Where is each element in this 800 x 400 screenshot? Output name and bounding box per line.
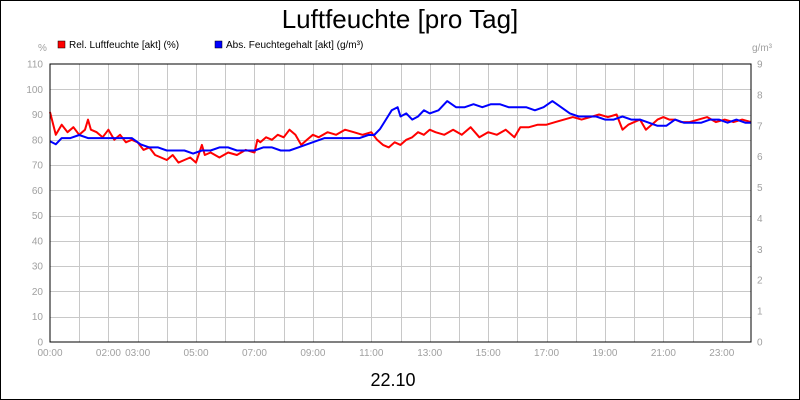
legend-label-abs-humidity: Abs. Feuchtegehalt [akt] (g/m³): [226, 40, 363, 51]
x-tick-label: 00:00: [37, 348, 62, 359]
right-tick-label: 7: [757, 121, 763, 132]
legend-swatch-rel-humidity: [57, 40, 66, 49]
left-tick-label: 50: [32, 211, 44, 222]
left-axis: 0 10 20 30 40 50 60 70 80 90 100 110: [26, 60, 43, 349]
plot-area: [50, 64, 751, 342]
legend: Rel. Luftfeuchte [akt] (%) Abs. Feuchteg…: [57, 40, 363, 51]
right-tick-label: 0: [757, 338, 763, 349]
x-tick-label: 19:00: [592, 348, 617, 359]
right-tick-label: 9: [757, 60, 763, 71]
right-tick-label: 4: [757, 214, 763, 225]
series-line-rel-humidity: [49, 111, 752, 164]
right-tick-label: 1: [757, 307, 763, 318]
right-tick-label: 5: [757, 183, 763, 194]
left-tick-label: 30: [32, 262, 44, 273]
legend-swatch-abs-humidity: [214, 40, 223, 49]
x-axis: 00:00 02:00 03:00 05:00 07:00 09:00 11:00 13:00…: [37, 348, 734, 359]
date-label: 22.10: [370, 370, 415, 390]
plot-border: [49, 63, 752, 343]
x-tick-label: 02:00: [96, 348, 121, 359]
right-axis: 0 1 2 3 4 5 6 7 8 9: [757, 60, 763, 349]
legend-label-rel-humidity: Rel. Luftfeuchte [akt] (%): [69, 40, 179, 51]
right-tick-label: 2: [757, 276, 763, 287]
left-tick-label: 100: [26, 85, 43, 96]
right-tick-label: 6: [757, 152, 763, 163]
x-tick-label: 15:00: [476, 348, 501, 359]
x-tick-label: 23:00: [709, 348, 734, 359]
right-tick-label: 8: [757, 90, 763, 101]
x-tick-label: 13:00: [417, 348, 442, 359]
x-tick-label: 17:00: [534, 348, 559, 359]
left-axis-unit: %: [38, 43, 47, 54]
x-tick-label: 03:00: [125, 348, 150, 359]
x-tick-label: 05:00: [184, 348, 209, 359]
left-tick-label: 110: [27, 60, 43, 71]
left-tick-label: 20: [32, 287, 44, 298]
right-axis-unit: g/m³: [752, 43, 773, 54]
series-layer: [49, 100, 752, 164]
right-tick-label: 3: [757, 245, 763, 256]
x-tick-label: 11:00: [359, 348, 384, 359]
left-tick-label: 70: [32, 161, 44, 172]
x-tick-label: 07:00: [242, 348, 267, 359]
left-tick-label: 60: [32, 186, 44, 197]
left-tick-label: 0: [37, 338, 43, 349]
x-tick-label: 21:00: [651, 348, 676, 359]
left-tick-label: 10: [32, 312, 44, 323]
x-tick-label: 09:00: [300, 348, 325, 359]
left-tick-label: 80: [32, 135, 44, 146]
series-line-abs-humidity: [49, 100, 751, 155]
grid: [50, 64, 751, 342]
chart-title: Luftfeuchte [pro Tag]: [282, 4, 519, 34]
left-tick-label: 40: [32, 236, 44, 247]
left-tick-label: 90: [32, 110, 44, 121]
